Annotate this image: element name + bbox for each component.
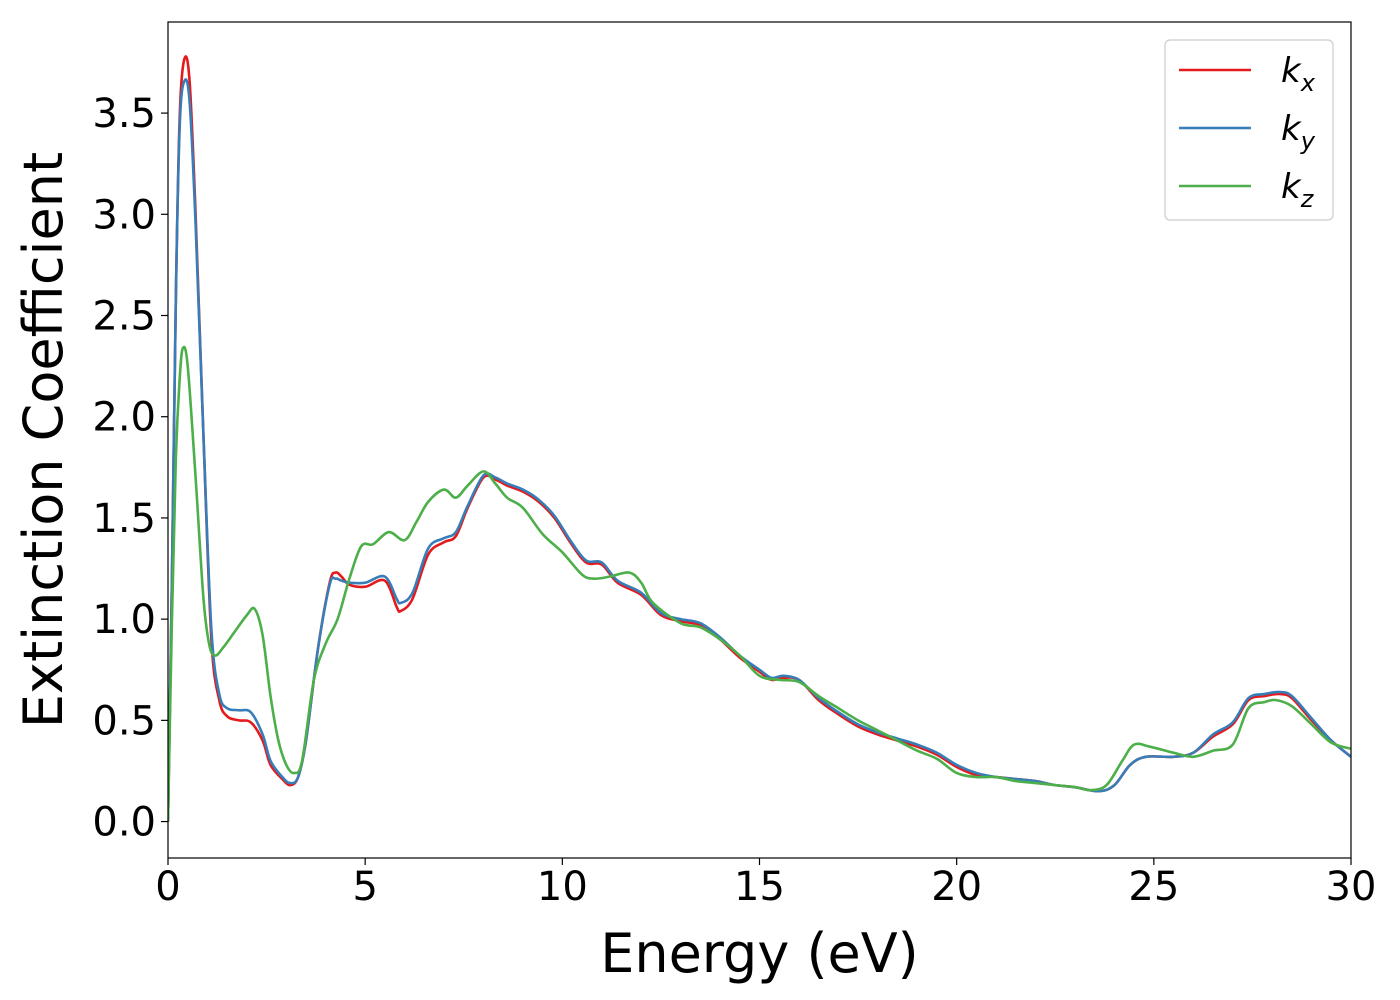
y-tick-label: 3.0: [92, 192, 156, 238]
plot-area: [168, 55, 1351, 822]
legend-label-main: k: [1281, 109, 1302, 149]
x-axis-title: Energy (eV): [600, 922, 919, 985]
legend-label-subscript: x: [1300, 69, 1316, 97]
x-tick-label: 5: [352, 864, 377, 910]
x-tick-label: 20: [931, 864, 982, 910]
legend-box: [1164, 39, 1334, 221]
x-tick-label: 10: [537, 864, 588, 910]
y-axis-title: Extinction Coefficient: [12, 152, 75, 728]
series-lines: [168, 55, 1351, 822]
legend-label-z: kz: [1281, 167, 1315, 213]
legend-label-subscript: y: [1300, 127, 1316, 155]
legend-label-main: k: [1281, 51, 1302, 91]
y-tick-label: 1.5: [92, 496, 156, 542]
x-tick-label: 0: [155, 864, 180, 910]
y-tick-label: 2.5: [92, 294, 156, 340]
y-tick-label: 3.5: [92, 91, 156, 137]
y-tick-label: 0.0: [92, 800, 156, 846]
x-tick-label: 30: [1326, 864, 1377, 910]
series-line-k-z: [168, 345, 1351, 822]
y-tick-label: 2.0: [92, 395, 156, 441]
legend-label-y: ky: [1281, 109, 1316, 155]
legend-label-main: k: [1281, 167, 1302, 207]
x-tick-label: 15: [734, 864, 785, 910]
legend-label-subscript: z: [1300, 185, 1315, 213]
y-tick-label: 1.0: [92, 597, 156, 643]
legend-label-x: kx: [1281, 51, 1316, 97]
axes: 0 5 10 15 20 25 30 0.0 0.5 1.0 1.5 2.0 2.5 3.0 3.5 Ener…: [12, 21, 1377, 985]
x-tick-label: 25: [1128, 864, 1179, 910]
y-tick-label: 0.5: [92, 698, 156, 744]
